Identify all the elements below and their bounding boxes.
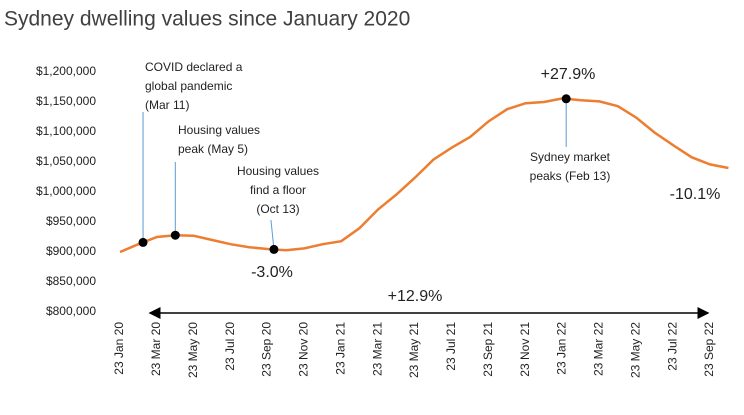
x-tick-label: 23 Jul 22	[665, 322, 679, 371]
annotation-text: -3.0%	[251, 264, 293, 281]
annotation-text: +27.9%	[541, 66, 596, 83]
annotation-text: global pandemic	[145, 79, 232, 93]
y-tick-label: $1,050,000	[36, 154, 96, 168]
y-tick-label: $1,150,000	[36, 94, 96, 108]
annotation-text: peak (May 5)	[178, 142, 248, 156]
x-tick-label: 23 Mar 21	[370, 322, 384, 376]
annotation-text: COVID declared a	[145, 60, 243, 74]
x-tick-label: 23 Jan 22	[555, 322, 569, 375]
x-tick-label: 23 Mar 20	[149, 322, 163, 376]
y-tick-label: $1,100,000	[36, 124, 96, 138]
annotation-text: Housing values	[178, 123, 260, 137]
y-tick-label: $800,000	[46, 304, 96, 318]
y-tick-label: $900,000	[46, 244, 96, 258]
annotation-text: +12.9%	[388, 288, 443, 305]
x-tick-label: 23 May 21	[407, 322, 421, 378]
annotation-text: Sydney market	[530, 150, 611, 164]
y-tick-label: $850,000	[46, 274, 96, 288]
leader-line	[270, 219, 275, 250]
x-tick-label: 23 May 22	[628, 322, 642, 378]
annotation-text: Housing values	[237, 164, 319, 178]
x-tick-label: 23 Sep 22	[702, 322, 716, 377]
x-tick-label: 23 Mar 22	[592, 322, 606, 376]
annotation-text: find a floor	[250, 183, 306, 197]
annotation-marker	[138, 237, 148, 247]
x-tick-label: 23 Jan 20	[112, 322, 126, 375]
y-tick-label: $950,000	[46, 214, 96, 228]
annotation-text: (Oct 13)	[256, 202, 299, 216]
x-tick-label: 23 May 20	[186, 322, 200, 378]
x-tick-label: 23 Nov 21	[518, 322, 532, 377]
annotation-marker	[561, 94, 571, 104]
annotation-marker	[170, 230, 180, 240]
annotation-marker	[269, 244, 279, 254]
annotation-text: peaks (Feb 13)	[530, 169, 611, 183]
x-tick-label: 23 Jul 21	[444, 322, 458, 371]
chart-title: Sydney dwelling values since January 202…	[4, 8, 410, 31]
x-tick-label: 23 Jul 20	[223, 322, 237, 371]
y-tick-label: $1,000,000	[36, 184, 96, 198]
annotation-text: -10.1%	[670, 186, 721, 203]
y-tick-label: $1,200,000	[36, 64, 96, 78]
x-tick-label: 23 Sep 21	[481, 322, 495, 377]
annotation-text: (Mar 11)	[145, 98, 189, 112]
data-line	[119, 97, 729, 254]
x-tick-label: 23 Jan 21	[333, 322, 347, 375]
x-tick-label: 23 Nov 20	[297, 322, 311, 377]
x-tick-label: 23 Sep 20	[260, 322, 274, 377]
